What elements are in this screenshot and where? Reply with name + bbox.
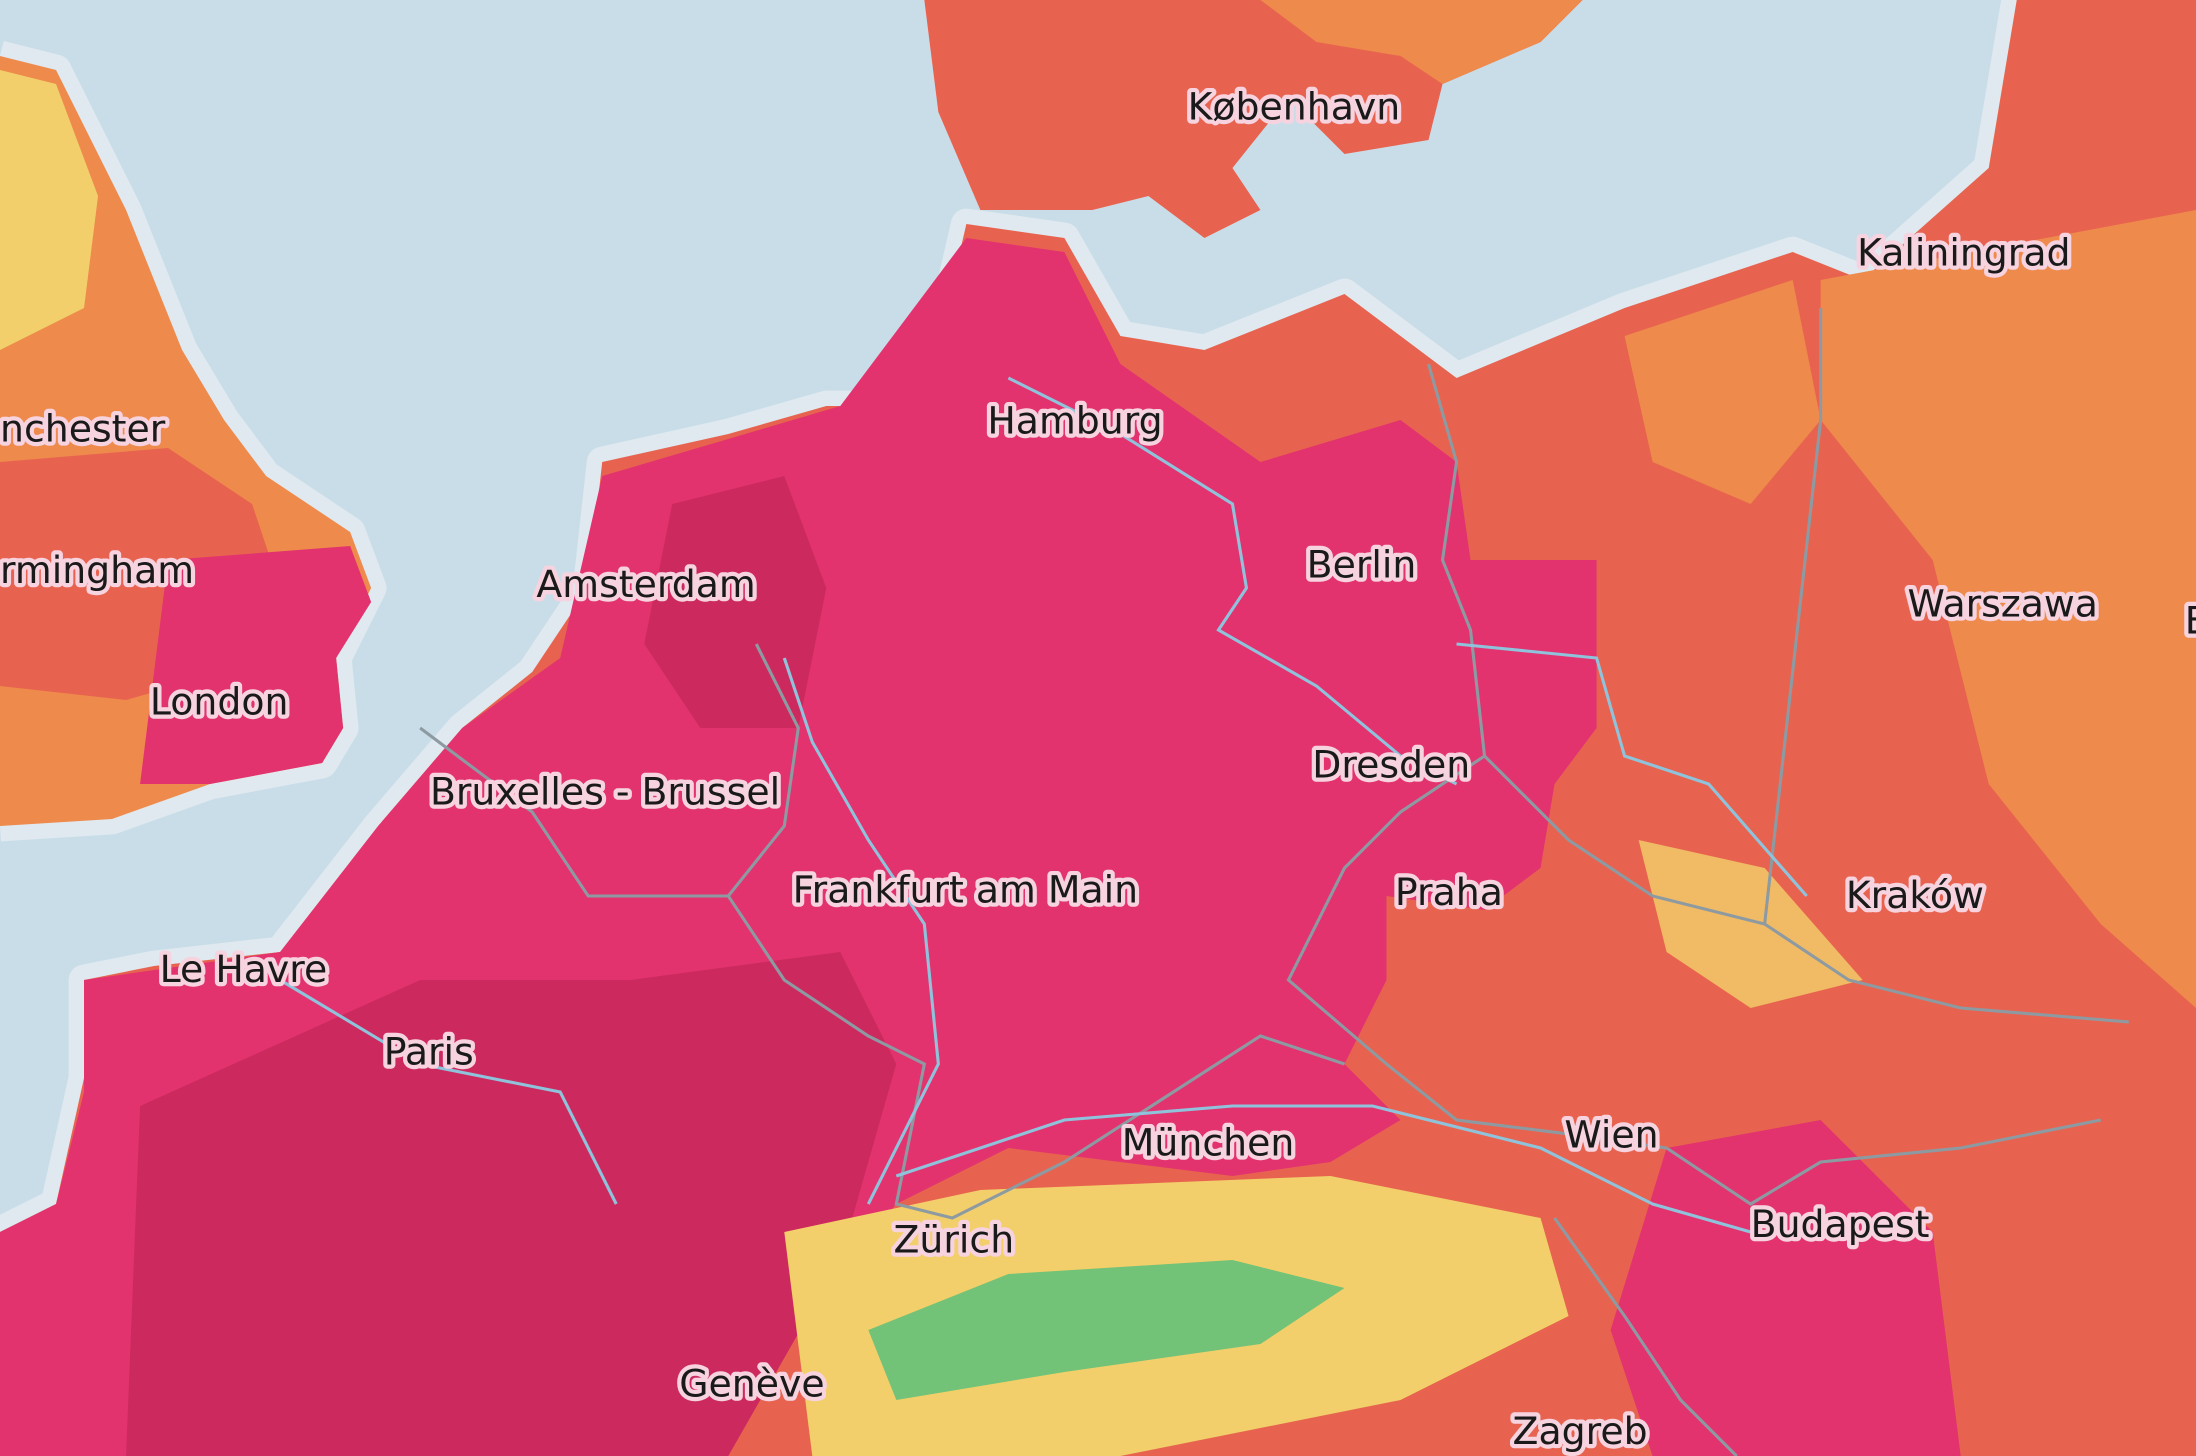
city-label[interactable]: nchester	[0, 403, 170, 455]
rivers	[279, 376, 1808, 1234]
city-label[interactable]: København	[1183, 81, 1404, 133]
city-label[interactable]: Frankfurt am Main	[788, 863, 1142, 915]
country-borders	[419, 308, 2129, 1456]
region-england-north	[0, 70, 99, 350]
city-label[interactable]: Dresden	[1308, 739, 1474, 791]
city-label[interactable]: München	[1118, 1117, 1299, 1169]
city-label[interactable]: rmingham	[0, 544, 198, 596]
city-label[interactable]: Warszawa	[1903, 578, 2102, 630]
city-label[interactable]: Praha	[1391, 866, 1507, 918]
city-label[interactable]: Budapest	[1746, 1198, 1933, 1250]
city-label[interactable]: Zagreb	[1508, 1405, 1651, 1456]
city-label[interactable]: Amsterdam	[532, 558, 760, 610]
region-england-very-hot	[140, 546, 372, 784]
region-east-warm	[1820, 210, 2196, 1008]
region-sweden-warm	[1260, 0, 1583, 84]
region-france-extreme	[126, 952, 897, 1456]
region-alps-high	[868, 1260, 1345, 1400]
city-label[interactable]: Zürich	[889, 1213, 1018, 1265]
region-carpathian	[1638, 840, 1863, 1008]
city-label[interactable]: Wien	[1560, 1108, 1663, 1160]
city-label[interactable]: Le Havre	[155, 943, 331, 995]
city-label[interactable]: Kraków	[1842, 869, 1989, 921]
city-label[interactable]: E	[2181, 594, 2196, 646]
city-label[interactable]: Berlin	[1302, 538, 1420, 590]
city-label[interactable]: Hamburg	[983, 394, 1167, 446]
region-poland-warm	[1624, 280, 1821, 504]
city-label[interactable]: Genève	[675, 1357, 829, 1409]
city-label[interactable]: London	[146, 676, 293, 728]
city-label[interactable]: Kaliningrad	[1853, 226, 2075, 278]
city-label[interactable]: Paris	[380, 1026, 478, 1078]
city-labels: København Kaliningrad Hamburg nchester rming…	[0, 81, 2196, 1456]
city-label[interactable]: Bruxelles - Brussel	[426, 765, 785, 817]
region-benelux-extreme	[644, 476, 827, 728]
region-hungary-very-hot	[1610, 1120, 1961, 1456]
